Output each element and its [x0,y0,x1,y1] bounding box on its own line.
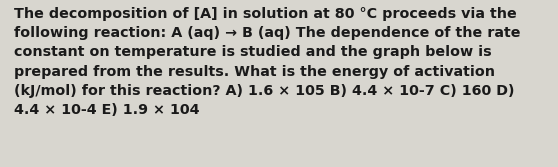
Text: The decomposition of [A] in solution at 80 °C proceeds via the
following reactio: The decomposition of [A] in solution at … [14,7,521,117]
